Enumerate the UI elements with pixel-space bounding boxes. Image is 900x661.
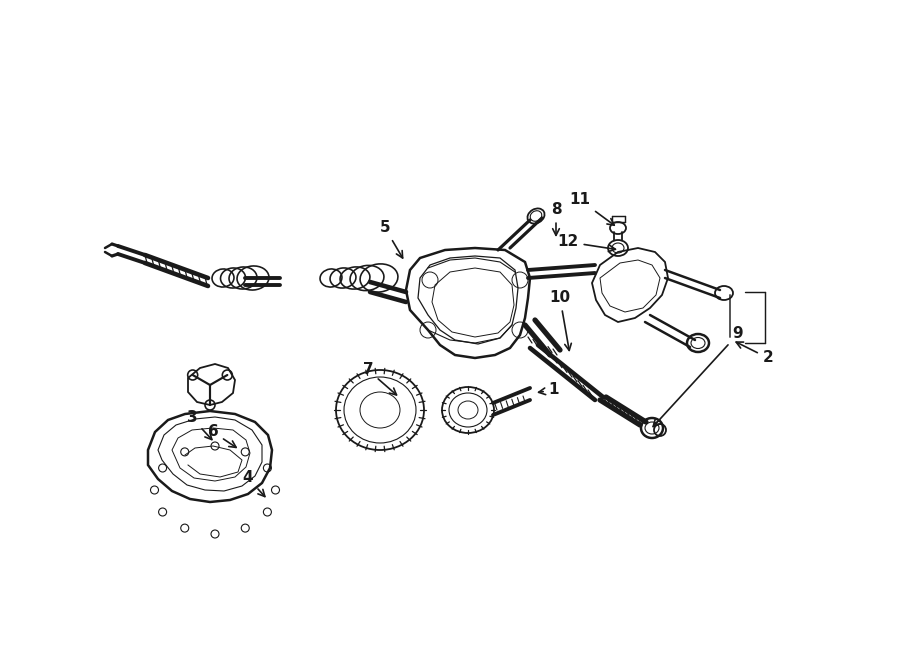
- Text: 3: 3: [186, 410, 211, 440]
- Text: 9: 9: [653, 327, 743, 426]
- Text: 11: 11: [570, 192, 615, 225]
- Text: 10: 10: [549, 290, 572, 350]
- Text: 12: 12: [557, 235, 616, 252]
- Text: 7: 7: [363, 362, 397, 395]
- Text: 5: 5: [380, 221, 402, 258]
- Text: 1: 1: [538, 383, 559, 397]
- Text: 2: 2: [736, 342, 773, 366]
- Text: 4: 4: [243, 471, 265, 496]
- Text: 6: 6: [208, 424, 236, 447]
- Text: 8: 8: [551, 202, 562, 235]
